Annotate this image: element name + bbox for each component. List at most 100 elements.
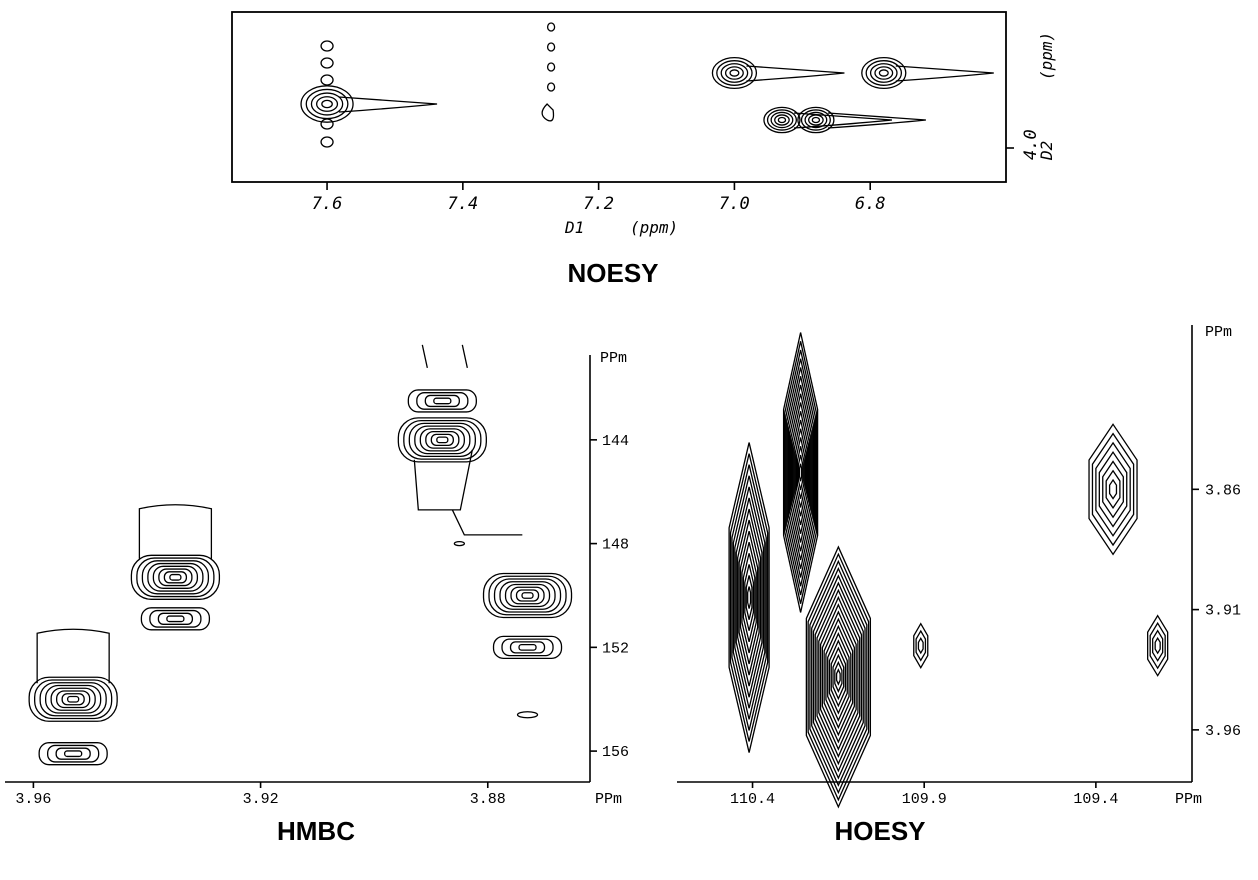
hmbc-contour-outline (138, 504, 213, 559)
contour-level (777, 116, 787, 124)
contour-level (1105, 469, 1121, 510)
contour-level (913, 622, 929, 669)
contour-level (830, 646, 847, 708)
contour-level (811, 116, 821, 124)
contour-level (742, 553, 756, 643)
hoesy-contours (728, 332, 1169, 809)
contour-level (166, 615, 185, 623)
contour-level (424, 394, 460, 408)
contour-level (425, 430, 460, 449)
contour-level (739, 530, 759, 665)
contour-level (130, 554, 221, 600)
hoesy-x-unit: PPm (1175, 791, 1202, 808)
noesy-cross-peak (300, 85, 354, 123)
hoesy-y-tick-label: 3.91 (1205, 603, 1241, 620)
contour-level (149, 609, 202, 628)
contour-level (738, 519, 760, 676)
contour-level (874, 66, 894, 80)
contour-level (1102, 460, 1124, 519)
contour-level (305, 88, 349, 120)
contour-level (34, 679, 113, 720)
noesy-t1-noise (320, 74, 334, 86)
contour-level (792, 411, 809, 534)
hoesy-title: HOESY (834, 816, 925, 846)
contour-level (407, 389, 477, 413)
noesy-t1-noise (541, 103, 555, 122)
contour-level (716, 60, 753, 86)
contour-level (788, 376, 813, 569)
hmbc-y-tick-label: 148 (602, 537, 629, 554)
contour-level (793, 419, 808, 526)
contour-level (140, 607, 211, 631)
contour-level (61, 693, 85, 706)
noesy-ridge (339, 96, 438, 113)
contour-level (782, 332, 819, 613)
noesy-title: NOESY (567, 258, 658, 288)
contour-level (735, 497, 763, 698)
noesy-panel: 7.6 7.4 7.2 7.0 6.8 D1 (ppm) D2 (ppm) 4.0 NO… (231, 11, 1056, 288)
hmbc-x-tick-label: 3.96 (15, 791, 51, 808)
noesy-t1-noise (546, 42, 556, 52)
hmbc-cross-peak (482, 572, 573, 619)
contour-level (807, 552, 870, 802)
contour-level (812, 574, 864, 780)
contour-level (745, 575, 753, 620)
contour-level (798, 463, 803, 482)
contour-level (310, 92, 344, 116)
hoesy-cross-peak (1088, 423, 1138, 556)
contour-level (808, 114, 824, 126)
contour-level (869, 63, 898, 83)
contour-level (1088, 423, 1138, 556)
contour-level (797, 106, 835, 134)
noesy-x-tick-label: 7.0 (719, 194, 750, 214)
hoesy-x-ticks: 110.4 109.9 109.4 (730, 782, 1118, 808)
contour-level (825, 624, 852, 730)
contour-level (482, 572, 573, 619)
contour-level (157, 612, 194, 625)
contour-level (747, 586, 752, 609)
noesy-ridge (895, 65, 994, 82)
contour-level (794, 428, 807, 517)
noesy-x-tick-label: 7.6 (312, 194, 343, 214)
contour-level (763, 106, 801, 134)
noesy-x-tick-label: 7.4 (447, 194, 478, 214)
contour-level (64, 750, 83, 758)
contour-level (45, 684, 102, 714)
contour-level (797, 454, 804, 491)
hmbc-contour-outline (421, 344, 468, 368)
hmbc-cross-peak (492, 635, 563, 659)
contour-level (819, 603, 857, 751)
contour-level (39, 682, 107, 717)
contour-level (38, 742, 108, 766)
hmbc-contour-outline (451, 509, 523, 536)
contour-level (509, 641, 546, 654)
noesy-ridge (827, 112, 926, 129)
hoesy-x-tick-label: 110.4 (730, 791, 775, 808)
contour-level (785, 349, 817, 596)
hmbc-cross-peak (407, 389, 477, 413)
hoesy-y-unit: PPm (1205, 324, 1232, 341)
noesy-y-axis-label: D2 (1037, 141, 1056, 161)
contour-level (789, 384, 812, 561)
contour-level (504, 583, 551, 608)
contour-level (731, 464, 767, 731)
contour-level (414, 425, 471, 455)
hmbc-title: HMBC (277, 816, 355, 846)
contour-level (821, 610, 856, 744)
contour-level (1154, 636, 1161, 655)
contour-level (878, 69, 889, 77)
hoesy-panel: 110.4 109.9 109.4 3.86 3.91 3.96 PPm PPm HOE… (677, 324, 1241, 846)
noesy-t1-noise (320, 136, 334, 148)
contour-level (433, 397, 452, 405)
contour-level (804, 111, 828, 129)
contour-level (814, 581, 863, 773)
hoesy-y-ticks: 3.86 3.91 3.96 (1192, 482, 1241, 740)
hmbc-x-ticks: 3.96 3.92 3.88 (15, 782, 506, 808)
hoesy-y-tick-label: 3.96 (1205, 723, 1241, 740)
contour-level (492, 635, 563, 659)
contour-level (809, 559, 868, 795)
contour-level (169, 573, 182, 581)
contour-level (741, 542, 757, 654)
hmbc-noise (516, 711, 539, 719)
